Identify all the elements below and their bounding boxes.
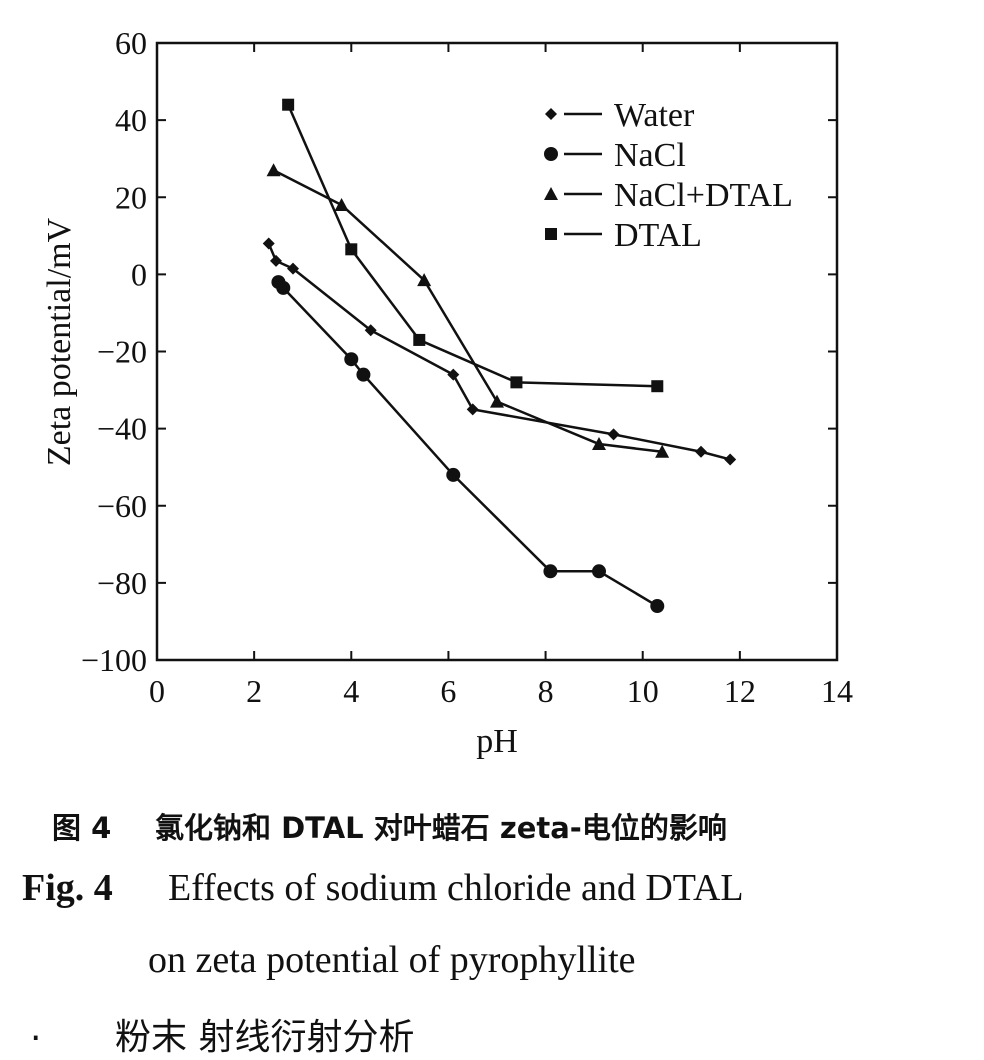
data-point-water	[724, 453, 737, 466]
data-point-dtal	[651, 380, 664, 393]
legend-label-dtal: DTAL	[614, 217, 702, 254]
x-tick-label: 12	[724, 673, 756, 709]
data-point-nacl	[344, 352, 359, 367]
y-tick-label: −40	[97, 411, 147, 447]
data-point-nacl	[543, 564, 558, 579]
legend-marker-nacl-dtal	[544, 187, 558, 200]
data-point-dtal	[510, 376, 523, 389]
x-tick-label: 14	[821, 673, 853, 709]
y-tick-label: −60	[97, 488, 147, 524]
series-line-water	[267, 243, 731, 461]
legend-marker-water	[545, 108, 557, 120]
y-tick-label: 0	[131, 256, 147, 292]
y-tick-label: −80	[97, 565, 147, 601]
x-tick-label: 10	[627, 673, 659, 709]
section-heading-text: 粉末 射线衍射分析	[115, 1017, 415, 1058]
data-point-water	[270, 254, 282, 267]
data-point-water	[447, 368, 460, 381]
x-axis-title: pH	[476, 723, 518, 760]
zeta-potential-chart: 0 2 4 6 8 10 12 14 60 40 20 0 −20 −40 −60 −80 −100 pH Ze…	[41, 25, 853, 760]
data-point-dtal	[345, 243, 358, 256]
legend-label-nacl-dtal: NaCl+DTAL	[614, 177, 793, 214]
y-axis-title: Zeta potential/mV	[41, 217, 78, 466]
series-markers	[262, 98, 737, 614]
tick-labels: 0 2 4 6 8 10 12 14 60 40 20 0 −20 −40 −60 −80 −100	[81, 25, 853, 709]
data-point-nacl-dtal	[655, 444, 670, 458]
x-tick-label: 6	[440, 673, 456, 709]
plot-frame	[155, 41, 839, 662]
legend-label-water: Water	[614, 97, 695, 134]
data-point-nacl	[446, 467, 461, 482]
data-point-dtal	[282, 98, 295, 111]
series-line-nacl	[277, 281, 658, 608]
legend-marker-dtal	[545, 228, 557, 240]
data-point-water	[262, 237, 275, 250]
legend-marker-nacl	[544, 147, 558, 161]
data-point-nacl	[276, 280, 291, 295]
x-tick-label: 4	[343, 673, 359, 709]
caption-en-label: Fig. 4	[22, 867, 113, 909]
data-point-dtal	[413, 333, 426, 346]
axis-ticks	[156, 42, 838, 661]
legend-label-nacl: NaCl	[614, 137, 686, 174]
caption-en-line1: Effects of sodium chloride and DTAL	[168, 867, 744, 909]
series-line-dtal	[286, 104, 658, 388]
x-tick-label: 8	[538, 673, 554, 709]
data-point-nacl	[592, 564, 606, 579]
y-tick-label: 20	[115, 179, 147, 215]
caption-cn-label: 图 4	[52, 811, 112, 845]
data-point-nacl	[356, 367, 371, 382]
data-point-nacl-dtal	[490, 394, 504, 408]
data-point-water	[695, 445, 707, 458]
data-point-water	[287, 262, 299, 275]
caption-cn-text: 氯化钠和 DTAL 对叶蜡石 zeta-电位的影响	[155, 811, 727, 845]
data-point-water	[607, 428, 620, 441]
data-point-nacl-dtal	[592, 437, 606, 451]
y-tick-label: 60	[115, 25, 147, 61]
data-point-nacl-dtal	[334, 197, 349, 211]
y-tick-label: 40	[115, 102, 147, 138]
y-tick-label: −100	[81, 642, 147, 678]
caption-en-line2: on zeta potential of pyrophyllite	[148, 939, 636, 981]
data-point-nacl	[650, 599, 665, 614]
x-tick-label: 0	[149, 673, 165, 709]
data-point-nacl-dtal	[417, 273, 432, 287]
data-point-water	[466, 403, 479, 416]
x-tick-label: 2	[246, 673, 262, 709]
data-point-nacl-dtal	[266, 163, 281, 177]
section-bullet: .	[30, 1008, 42, 1049]
data-point-water	[364, 324, 377, 337]
y-tick-label: −20	[97, 334, 147, 370]
